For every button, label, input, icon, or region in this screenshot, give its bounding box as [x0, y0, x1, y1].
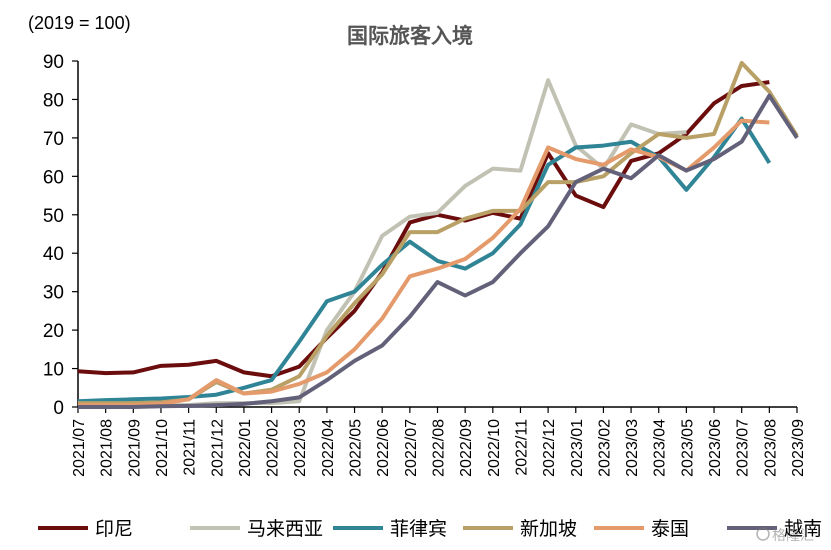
x-axis-ticks: 2021/07 2021/08 2021/09 2021/10 2021/11 2021/…: [71, 407, 807, 477]
y-tick-label: 50: [43, 206, 64, 227]
series-line-1: [77, 80, 770, 379]
watermark-text: 格隆汇: [772, 528, 814, 544]
x-tick-label: 2021/07: [71, 419, 88, 477]
x-tick-label: 2023/03: [624, 419, 641, 477]
x-tick-label: 2022/01: [237, 419, 254, 477]
legend-label: 新加坡: [520, 518, 577, 540]
series-line-6: [78, 93, 799, 409]
x-tick-label: 2023/01: [569, 419, 586, 477]
series-line-4: [78, 60, 799, 406]
series-line-5: [78, 118, 770, 408]
x-tick-label: 2022/12: [541, 419, 558, 477]
x-tick-label: 2022/06: [375, 419, 392, 477]
x-tick-label: 2023/06: [707, 419, 724, 477]
legend-label: 泰国: [651, 518, 689, 540]
x-tick-label: 2021/11: [182, 419, 199, 476]
x-tick-label: 2023/08: [762, 419, 779, 477]
x-tick-label: 2022/09: [458, 419, 475, 477]
x-tick-label: 2021/08: [99, 419, 116, 477]
x-tick-label: 2022/08: [431, 419, 448, 477]
unit-label: (2019 = 100): [28, 13, 131, 33]
x-tick-label: 2022/02: [265, 419, 282, 477]
legend-label: 越南: [784, 518, 822, 540]
legend-label: 菲律宾: [390, 518, 447, 540]
x-tick-label: 2022/05: [348, 419, 365, 477]
series-lines: [77, 60, 799, 409]
x-tick-label: 2021/09: [126, 419, 143, 477]
x-tick-label: 2022/07: [403, 419, 420, 477]
x-tick-label: 2023/07: [735, 419, 752, 477]
x-tick-label: 2021/12: [209, 419, 226, 477]
x-tick-label: 2021/10: [154, 419, 171, 477]
y-axis-ticks: 0 10 20 30 40 50 60 70 80 90: [43, 52, 78, 419]
legend-label: 印尼: [95, 518, 133, 540]
y-tick-label: 40: [43, 244, 64, 265]
x-tick-label: 2023/02: [596, 419, 613, 477]
y-tick-label: 80: [43, 90, 64, 111]
y-tick-label: 60: [43, 167, 64, 188]
y-tick-label: 20: [43, 321, 64, 342]
x-tick-label: 2022/04: [320, 419, 337, 477]
series-line-2: [78, 78, 687, 408]
y-tick-label: 30: [43, 283, 64, 304]
x-tick-label: 2023/09: [790, 419, 807, 477]
y-tick-label: 0: [53, 398, 64, 419]
legend-label: 马来西亚: [247, 518, 323, 540]
chart-title: 国际旅客入境: [347, 24, 473, 48]
legend: 印尼 马来西亚 菲律宾 新加坡 泰国 越南: [38, 518, 822, 540]
x-tick-label: 2022/11: [513, 419, 530, 476]
y-tick-label: 70: [43, 129, 64, 150]
y-tick-label: 10: [43, 360, 64, 381]
x-tick-label: 2023/05: [679, 419, 696, 477]
x-tick-label: 2022/03: [292, 419, 309, 477]
x-tick-label: 2023/04: [652, 419, 669, 477]
watermark-logo: 格隆汇: [756, 527, 814, 544]
y-tick-label: 90: [43, 52, 64, 73]
x-tick-label: 2022/10: [486, 419, 503, 477]
